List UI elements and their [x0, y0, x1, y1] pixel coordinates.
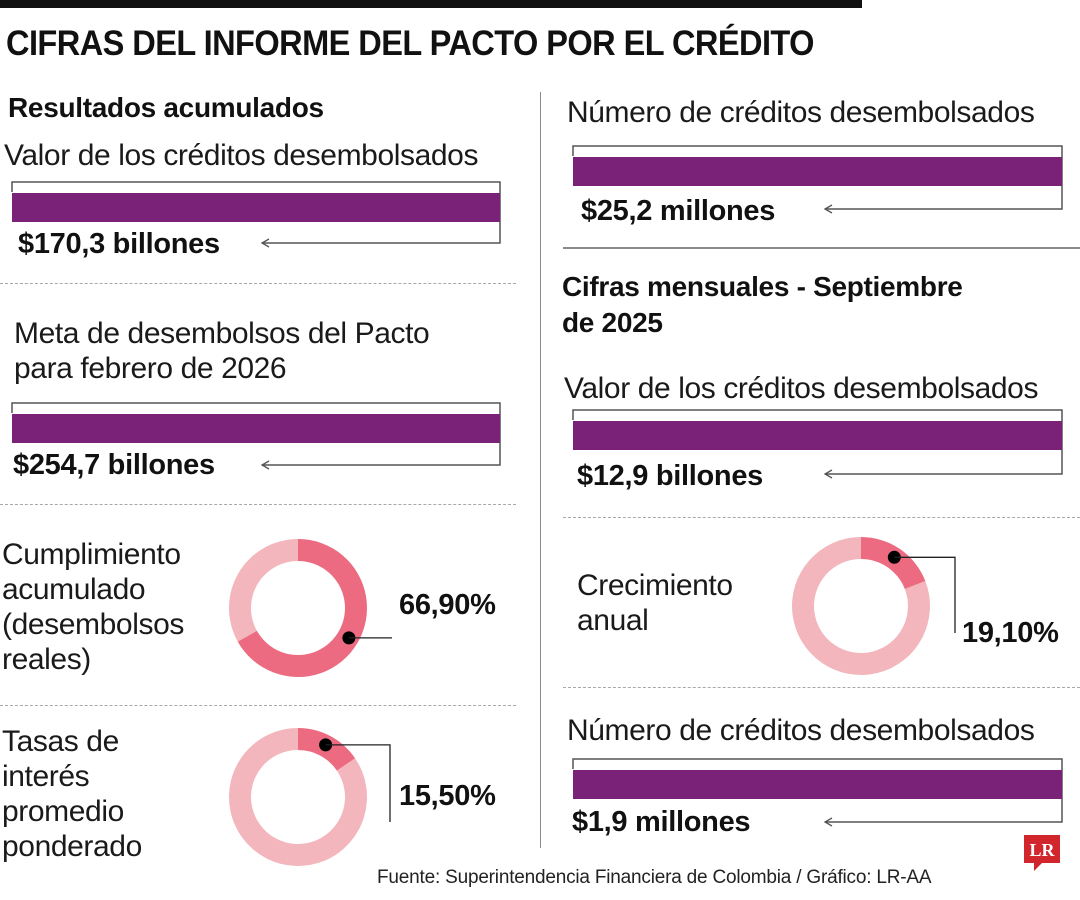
donut-slice-highlight	[237, 539, 368, 677]
donut-slice-rest	[229, 539, 298, 642]
section-heading-monthly-2: de 2025	[562, 307, 663, 338]
bar-fill	[573, 770, 1062, 799]
donut-slice-rest	[229, 728, 367, 867]
infographic-title: CIFRAS DEL INFORME DEL PACTO POR EL CRÉD…	[6, 24, 814, 63]
bar-value-value-disbursed: $170,3 billones	[18, 228, 220, 260]
right-section-divider	[563, 247, 1080, 249]
bar-label-value-disbursed: Valor de los créditos desembolsados	[4, 139, 479, 172]
dashed-divider	[563, 687, 1080, 688]
source-note: Fuente: Superintendencia Financiera de C…	[377, 867, 932, 888]
bar-label-goal-line1: Meta de desembolsos del Pacto	[14, 317, 430, 350]
bar-label-number-credits: Número de créditos desembolsados	[567, 96, 1035, 129]
donut-label-rates-3: promedio	[2, 795, 124, 828]
lr-logo-icon: LR	[1024, 835, 1060, 871]
donut-slice-rest	[792, 537, 930, 675]
arrow-head-icon	[823, 204, 833, 214]
donut-label-compliance-4: reales)	[2, 643, 91, 676]
bar-fill	[12, 414, 500, 443]
bar-label-monthly-value: Valor de los créditos desembolsados	[564, 372, 1039, 405]
donut-value-growth: 19,10%	[962, 617, 1059, 649]
lr-logo: LR	[1022, 833, 1062, 873]
dashed-divider	[0, 504, 516, 505]
bar-fill	[573, 157, 1062, 186]
bar-value-monthly-number: $1,9 millones	[572, 806, 751, 838]
donut-label-growth-1: Crecimiento	[577, 569, 733, 602]
arrow-head-icon	[823, 817, 833, 827]
donut-slice-highlight	[298, 728, 356, 771]
lr-logo-text: LR	[1029, 840, 1055, 860]
arrow-head-icon	[260, 238, 270, 248]
bar-fill	[573, 421, 1062, 450]
donut-leader-line	[325, 744, 391, 822]
bar-label-monthly-number: Número de créditos desembolsados	[567, 714, 1035, 747]
arrow-head-icon	[260, 460, 270, 470]
donut-marker-dot	[342, 631, 356, 645]
donut-label-compliance-2: acumulado	[2, 573, 146, 606]
dashed-divider	[0, 283, 516, 284]
section-heading-monthly-1: Cifras mensuales - Septiembre	[562, 271, 963, 302]
dashed-divider	[563, 517, 1080, 518]
donut-leader-line	[894, 556, 956, 633]
bar-label-goal-line2: para febrero de 2026	[14, 352, 287, 385]
donut-label-compliance-1: Cumplimiento	[2, 538, 181, 571]
section-heading-accumulated: Resultados acumulados	[8, 92, 324, 123]
donut-label-compliance-3: (desembolsos	[2, 608, 184, 641]
donut-label-rates-2: interés	[2, 760, 90, 793]
donut-value-compliance: 66,90%	[399, 589, 496, 621]
bar-fill	[12, 193, 500, 222]
arrow-head-icon	[823, 469, 833, 479]
donut-value-rates: 15,50%	[399, 780, 496, 812]
bar-value-number-credits: $25,2 millones	[581, 195, 776, 227]
donut-label-rates-1: Tasas de	[2, 725, 119, 758]
dashed-divider	[0, 705, 516, 706]
bar-value-monthly-value: $12,9 billones	[577, 460, 763, 492]
donut-marker-dot	[887, 550, 901, 564]
top-rule	[0, 0, 862, 8]
column-divider	[540, 92, 541, 848]
donut-label-rates-4: ponderado	[2, 830, 142, 863]
donut-marker-dot	[319, 738, 333, 752]
donut-slice-highlight	[861, 537, 926, 589]
bar-value-goal: $254,7 billones	[13, 449, 215, 481]
donut-label-growth-2: anual	[577, 604, 649, 637]
